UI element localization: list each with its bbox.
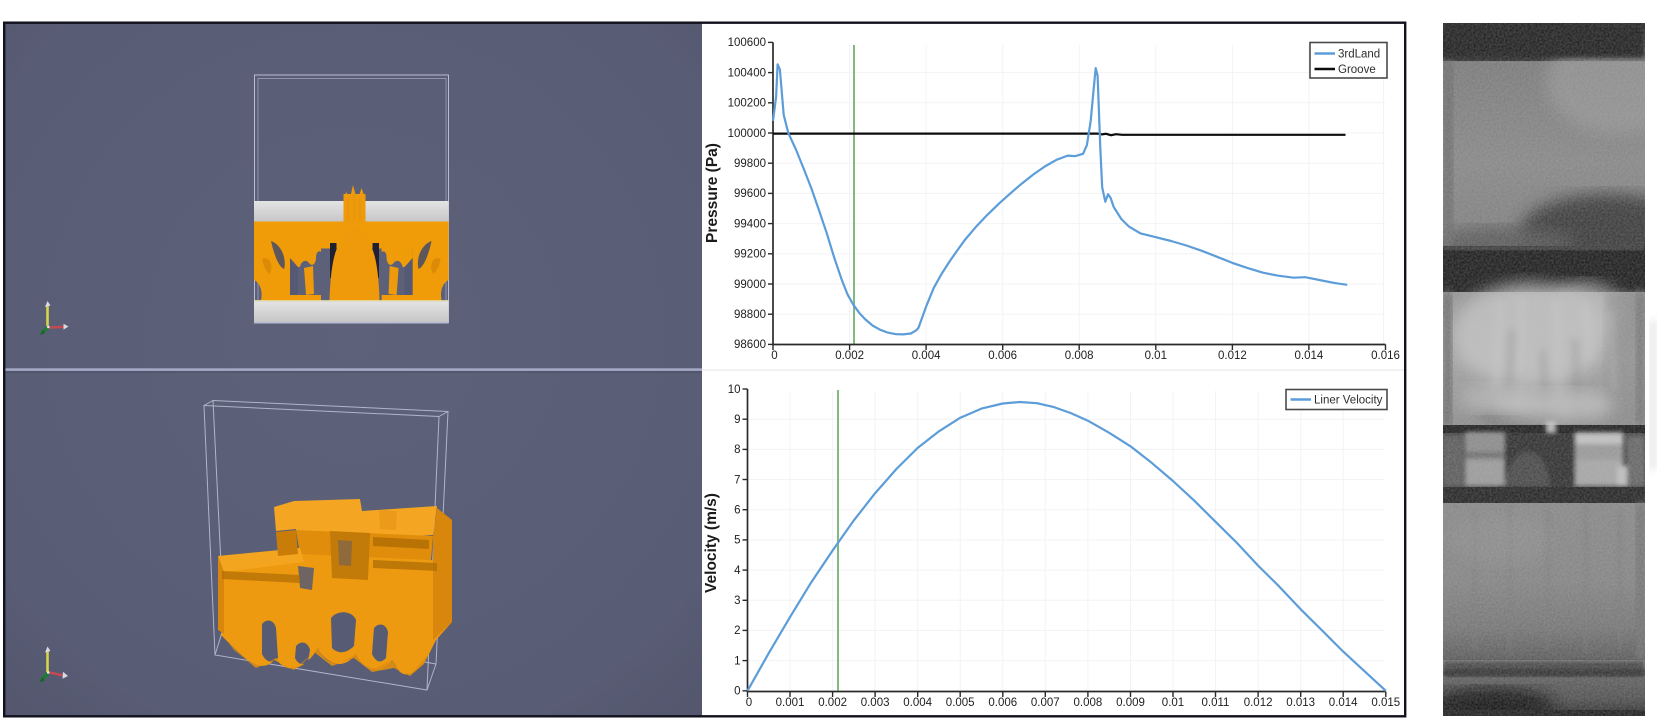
svg-text:0.005: 0.005	[946, 697, 975, 709]
svg-text:100600: 100600	[728, 37, 766, 49]
svg-text:0.002: 0.002	[818, 697, 847, 709]
svg-text:0.012: 0.012	[1218, 350, 1247, 362]
svg-text:0.007: 0.007	[1031, 697, 1060, 709]
svg-text:0.014: 0.014	[1329, 697, 1358, 709]
svg-text:0.014: 0.014	[1295, 350, 1324, 362]
svg-text:99400: 99400	[734, 218, 766, 230]
svg-text:0: 0	[771, 350, 777, 362]
svg-text:99200: 99200	[734, 249, 766, 261]
svg-text:0.012: 0.012	[1244, 697, 1273, 709]
svg-text:0.011: 0.011	[1202, 697, 1230, 709]
svg-text:0: 0	[734, 686, 740, 698]
svg-text:Velocity (m/s): Velocity (m/s)	[703, 493, 720, 593]
svg-text:0.008: 0.008	[1065, 350, 1094, 362]
svg-text:100400: 100400	[728, 67, 766, 79]
svg-text:100000: 100000	[728, 128, 766, 140]
svg-text:0.01: 0.01	[1145, 350, 1167, 362]
svg-text:8: 8	[734, 444, 740, 456]
svg-text:99000: 99000	[734, 279, 766, 291]
svg-text:4: 4	[734, 565, 741, 577]
svg-text:0.016: 0.016	[1371, 350, 1400, 362]
svg-text:9: 9	[734, 414, 740, 426]
svg-text:98800: 98800	[734, 309, 766, 321]
svg-text:0.006: 0.006	[988, 697, 1017, 709]
svg-text:99600: 99600	[734, 188, 766, 200]
svg-text:3: 3	[734, 595, 740, 607]
svg-text:0.013: 0.013	[1286, 697, 1315, 709]
svg-text:0.004: 0.004	[912, 350, 941, 362]
svg-text:7: 7	[734, 474, 740, 486]
svg-text:Pressure (Pa): Pressure (Pa)	[704, 143, 721, 243]
svg-text:0.009: 0.009	[1116, 697, 1145, 709]
svg-text:5: 5	[734, 535, 740, 547]
svg-text:0.001: 0.001	[776, 697, 805, 709]
svg-text:10: 10	[728, 384, 741, 396]
svg-text:0.004: 0.004	[903, 697, 932, 709]
svg-text:Liner Velocity: Liner Velocity	[1314, 395, 1383, 407]
svg-text:1: 1	[734, 655, 740, 667]
svg-text:100200: 100200	[728, 98, 766, 110]
svg-text:0.008: 0.008	[1074, 697, 1103, 709]
svg-text:98600: 98600	[734, 339, 766, 351]
svg-text:3rdLand: 3rdLand	[1338, 49, 1380, 61]
svg-text:2: 2	[734, 625, 740, 637]
svg-text:0.01: 0.01	[1162, 697, 1184, 709]
svg-text:Groove: Groove	[1338, 64, 1376, 76]
svg-text:6: 6	[734, 505, 740, 517]
svg-text:99800: 99800	[734, 158, 766, 170]
svg-text:0.006: 0.006	[988, 350, 1017, 362]
svg-text:0.002: 0.002	[835, 350, 864, 362]
svg-text:0: 0	[746, 697, 752, 709]
svg-text:0.015: 0.015	[1371, 697, 1400, 709]
svg-text:0.003: 0.003	[861, 697, 890, 709]
